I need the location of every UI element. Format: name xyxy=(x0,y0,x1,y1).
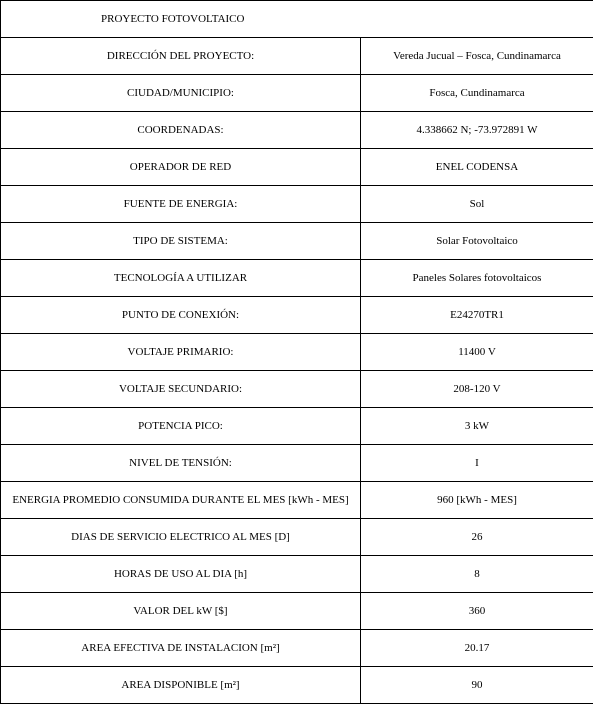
row-label: AREA EFECTIVA DE INSTALACION [m²] xyxy=(1,630,361,667)
row-value: 208-120 V xyxy=(361,371,593,408)
row-label: AREA DISPONIBLE [m²] xyxy=(1,667,361,704)
row-value: Fosca, Cundinamarca xyxy=(361,75,593,112)
table-row: VOLTAJE PRIMARIO:11400 V xyxy=(1,334,593,371)
row-label: OPERADOR DE RED xyxy=(1,149,361,186)
row-label: VOLTAJE PRIMARIO: xyxy=(1,334,361,371)
table-row: COORDENADAS:4.338662 N; -73.972891 W xyxy=(1,112,593,149)
row-value: Paneles Solares fotovoltaicos xyxy=(361,260,593,297)
row-value: 3 kW xyxy=(361,408,593,445)
row-label: DIRECCIÓN DEL PROYECTO: xyxy=(1,38,361,75)
row-label: DIAS DE SERVICIO ELECTRICO AL MES [D] xyxy=(1,519,361,556)
row-value: 26 xyxy=(361,519,593,556)
row-label: CIUDAD/MUNICIPIO: xyxy=(1,75,361,112)
row-label: FUENTE DE ENERGIA: xyxy=(1,186,361,223)
table-row: AREA DISPONIBLE [m²]90 xyxy=(1,667,593,704)
title-row: PROYECTO FOTOVOLTAICO xyxy=(1,1,593,38)
row-label: POTENCIA PICO: xyxy=(1,408,361,445)
row-value: 20.17 xyxy=(361,630,593,667)
table-row: TECNOLOGÍA A UTILIZARPaneles Solares fot… xyxy=(1,260,593,297)
row-value: 960 [kWh - MES] xyxy=(361,482,593,519)
row-label: PUNTO DE CONEXIÓN: xyxy=(1,297,361,334)
table-title: PROYECTO FOTOVOLTAICO xyxy=(1,1,593,38)
row-value: ENEL CODENSA xyxy=(361,149,593,186)
row-label: TIPO DE SISTEMA: xyxy=(1,223,361,260)
row-value: E24270TR1 xyxy=(361,297,593,334)
row-value: 90 xyxy=(361,667,593,704)
table-row: POTENCIA PICO:3 kW xyxy=(1,408,593,445)
row-label: NIVEL DE TENSIÓN: xyxy=(1,445,361,482)
table-row: PUNTO DE CONEXIÓN:E24270TR1 xyxy=(1,297,593,334)
table-row: FUENTE DE ENERGIA:Sol xyxy=(1,186,593,223)
row-label: VALOR DEL kW [$] xyxy=(1,593,361,630)
row-value: I xyxy=(361,445,593,482)
row-value: Sol xyxy=(361,186,593,223)
table-row: CIUDAD/MUNICIPIO:Fosca, Cundinamarca xyxy=(1,75,593,112)
table-body: PROYECTO FOTOVOLTAICO DIRECCIÓN DEL PROY… xyxy=(1,1,593,704)
row-value: Solar Fotovoltaico xyxy=(361,223,593,260)
row-value: 360 xyxy=(361,593,593,630)
row-value: 11400 V xyxy=(361,334,593,371)
row-value: Vereda Jucual – Fosca, Cundinamarca xyxy=(361,38,593,75)
row-label: COORDENADAS: xyxy=(1,112,361,149)
table-row: DIRECCIÓN DEL PROYECTO:Vereda Jucual – F… xyxy=(1,38,593,75)
table-row: TIPO DE SISTEMA:Solar Fotovoltaico xyxy=(1,223,593,260)
table-row: OPERADOR DE REDENEL CODENSA xyxy=(1,149,593,186)
row-label: TECNOLOGÍA A UTILIZAR xyxy=(1,260,361,297)
table-row: NIVEL DE TENSIÓN:I xyxy=(1,445,593,482)
table-row: ENERGIA PROMEDIO CONSUMIDA DURANTE EL ME… xyxy=(1,482,593,519)
row-value: 4.338662 N; -73.972891 W xyxy=(361,112,593,149)
table-row: HORAS DE USO AL DIA [h]8 xyxy=(1,556,593,593)
table-row: DIAS DE SERVICIO ELECTRICO AL MES [D]26 xyxy=(1,519,593,556)
row-value: 8 xyxy=(361,556,593,593)
table-row: VOLTAJE SECUNDARIO:208-120 V xyxy=(1,371,593,408)
project-spec-table: PROYECTO FOTOVOLTAICO DIRECCIÓN DEL PROY… xyxy=(0,0,593,704)
row-label: VOLTAJE SECUNDARIO: xyxy=(1,371,361,408)
table-row: AREA EFECTIVA DE INSTALACION [m²]20.17 xyxy=(1,630,593,667)
row-label: HORAS DE USO AL DIA [h] xyxy=(1,556,361,593)
table-row: VALOR DEL kW [$]360 xyxy=(1,593,593,630)
row-label: ENERGIA PROMEDIO CONSUMIDA DURANTE EL ME… xyxy=(1,482,361,519)
